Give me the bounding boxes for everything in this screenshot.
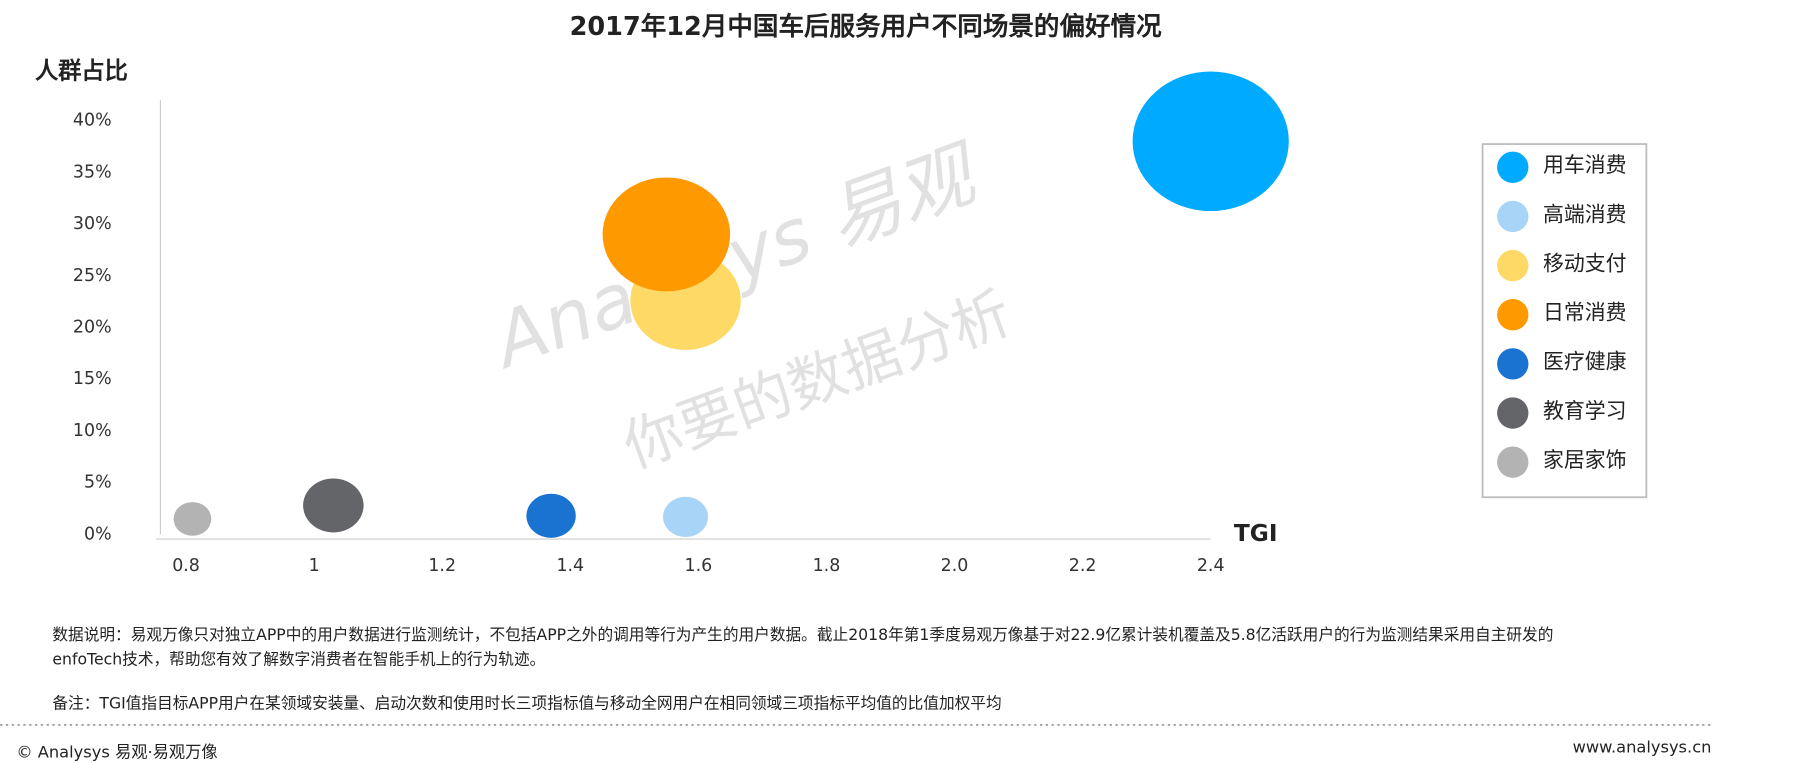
legend-label: 高端消费 [1543, 202, 1627, 226]
x-tick-label: 1.6 [685, 556, 713, 576]
legend-swatch [1497, 348, 1529, 380]
x-tick-label: 2.2 [1069, 556, 1097, 576]
x-tick-label: 1 [309, 556, 320, 576]
y-tick-label: 15% [73, 369, 112, 389]
y-tick-label: 5% [84, 473, 112, 493]
bubble [602, 177, 731, 292]
y-tick-label: 25% [73, 266, 112, 286]
note: 数据说明：易观万像只对独立APP中的用户数据进行监测统计，不包括APP之外的调用… [52, 625, 1553, 644]
y-tick-label: 35% [73, 162, 112, 182]
legend-swatch [1497, 151, 1529, 183]
note: 备注：TGI值指目标APP用户在某领域安装量、启动次数和使用时长三项指标值与移动… [52, 694, 1001, 713]
x-axis-label: TGI [1234, 520, 1278, 547]
y-tick-label: 0% [84, 524, 112, 544]
plot: 0% 5% 10% 15% 20% 25% 30% 35% 40% 0.8 1 1.2 1.4 1.6 1.… [73, 71, 1627, 576]
legend-label: 家居家饰 [1543, 448, 1627, 472]
x-tick-label: 0.8 [172, 556, 200, 576]
y-tick-label: 40% [73, 111, 112, 131]
watermark: Analysys 易观 你要的数据分析 [479, 129, 1019, 482]
legend-swatch [1497, 446, 1529, 478]
bubble [663, 496, 709, 537]
x-tick-label: 2.0 [941, 556, 969, 576]
legend-swatch [1497, 397, 1529, 429]
x-tick-label: 1.2 [428, 556, 456, 576]
y-tick-label: 20% [73, 318, 112, 338]
bubble [173, 502, 212, 536]
chart-title: 2017年12月中国车后服务用户不同场景的偏好情况 [570, 12, 1162, 42]
x-tick-label: 1.4 [556, 556, 584, 576]
x-tick-label: 2.4 [1197, 556, 1225, 576]
legend-label: 医疗健康 [1543, 350, 1627, 374]
note: enfoTech技术，帮助您有效了解数字消费者在智能手机上的行为轨迹。 [52, 650, 545, 669]
legend-label: 教育学习 [1543, 399, 1627, 423]
y-tick-label: 30% [73, 214, 112, 234]
legend-label: 移动支付 [1543, 251, 1627, 275]
y-tick-label: 10% [73, 421, 112, 441]
legend-label: 日常消费 [1543, 301, 1627, 325]
legend-swatch [1497, 249, 1529, 282]
x-tick-label: 1.8 [813, 556, 841, 576]
legend-label: 用车消费 [1543, 153, 1627, 177]
footer-url: www.analysys.cn [1573, 738, 1712, 757]
bubble [526, 493, 576, 538]
legend-box [1481, 143, 1648, 499]
bubble [1132, 71, 1289, 212]
legend-swatch [1497, 200, 1529, 233]
bubble [303, 478, 364, 533]
copyright: © Analysys 易观·易观万像 [16, 742, 217, 761]
legend-swatch [1497, 299, 1529, 331]
y-axis-label: 人群占比 [35, 58, 128, 85]
